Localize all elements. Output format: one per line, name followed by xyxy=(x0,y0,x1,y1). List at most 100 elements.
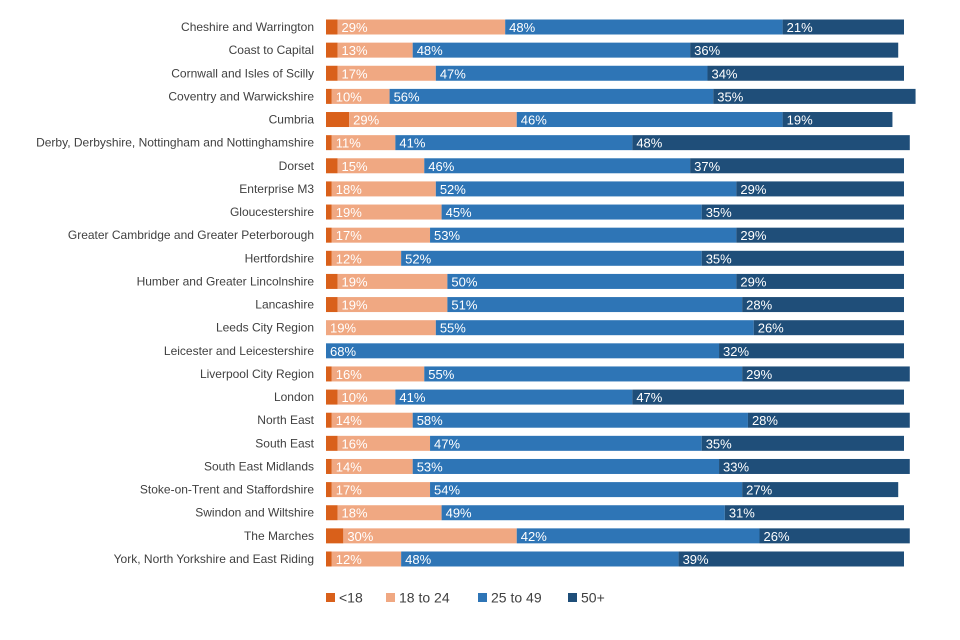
data-label-dorset-series-1: 15% xyxy=(342,159,368,174)
bar-segment-dorset-series-0 xyxy=(326,158,338,174)
legend-item-series-2: 25 to 49 xyxy=(478,590,542,606)
bar-segment-dorset-series-1 xyxy=(337,158,425,174)
legend-item-series-0: <18 xyxy=(326,590,363,606)
data-label-derby-derbyshire-nottingham-and-nottinghamshire-series-2: 41% xyxy=(399,136,425,151)
bar-segment-south-east-midlands-series-3 xyxy=(719,458,910,474)
legend-swatch-series-3 xyxy=(568,593,577,602)
data-label-the-marches-series-3: 26% xyxy=(764,529,790,544)
data-label-cumbria-series-2: 46% xyxy=(521,113,547,128)
bar-segment-leeds-city-region-series-1 xyxy=(326,320,436,336)
data-label-cheshire-and-warrington-series-1: 29% xyxy=(342,20,368,35)
bar-segment-south-east-series-2 xyxy=(430,435,702,451)
data-label-south-east-series-3: 35% xyxy=(706,436,732,451)
data-label-south-east-midlands-series-3: 33% xyxy=(723,459,749,474)
bar-segment-gloucestershire-series-0 xyxy=(326,204,332,220)
bar-segment-cumbria-series-2 xyxy=(516,112,783,128)
bar-segment-leicester-and-leicestershire-series-3 xyxy=(719,343,904,359)
data-label-south-east-series-1: 16% xyxy=(342,436,368,451)
bar-segment-coast-to-capital-series-2 xyxy=(412,42,691,58)
bar-segment-enterprise-m3-series-2 xyxy=(435,181,737,197)
bar-segment-hertfordshire-series-0 xyxy=(326,250,332,266)
data-label-leeds-city-region-series-3: 26% xyxy=(758,321,784,336)
category-label-enterprise-m3: Enterprise M3 xyxy=(239,182,314,196)
category-label-north-east: North East xyxy=(257,413,314,427)
bar-segment-south-east-series-1 xyxy=(337,435,431,451)
data-label-lancashire-series-2: 51% xyxy=(451,298,477,313)
data-label-leeds-city-region-series-2: 55% xyxy=(440,321,466,336)
category-label-swindon-and-wiltshire: Swindon and Wiltshire xyxy=(195,506,314,520)
data-label-hertfordshire-series-2: 52% xyxy=(405,251,431,266)
bar-segment-south-east-midlands-series-0 xyxy=(326,458,332,474)
bar-segment-cheshire-and-warrington-series-1 xyxy=(337,19,506,35)
category-label-derby-derbyshire-nottingham-and-nottinghamshire: Derby, Derbyshire, Nottingham and Nottin… xyxy=(36,136,314,150)
bar-segment-lancashire-series-3 xyxy=(742,297,904,313)
data-label-lancashire-series-1: 19% xyxy=(342,298,368,313)
bar-segment-stoke-on-trent-and-staffordshire-series-2 xyxy=(430,482,743,498)
data-label-stoke-on-trent-and-staffordshire-series-3: 27% xyxy=(746,483,772,498)
bar-segment-enterprise-m3-series-3 xyxy=(736,181,904,197)
legend-label-series-3: 50+ xyxy=(581,590,605,606)
data-label-gloucestershire-series-3: 35% xyxy=(706,205,732,220)
data-label-london-series-2: 41% xyxy=(399,390,425,405)
bar-segment-south-east-midlands-series-2 xyxy=(412,458,720,474)
bar-segment-swindon-and-wiltshire-series-2 xyxy=(441,505,725,521)
data-label-cornwall-and-isles-of-scilly-series-2: 47% xyxy=(440,66,466,81)
data-label-humber-and-greater-lincolnshire-series-1: 19% xyxy=(342,274,368,289)
data-label-gloucestershire-series-1: 19% xyxy=(336,205,362,220)
bar-segment-gloucestershire-series-2 xyxy=(441,204,702,220)
bar-segment-north-east-series-1 xyxy=(331,412,413,428)
data-label-enterprise-m3-series-2: 52% xyxy=(440,182,466,197)
bar-segment-york-north-yorkshire-and-east-riding-series-3 xyxy=(678,551,904,567)
data-label-leicester-and-leicestershire-series-2: 68% xyxy=(330,344,356,359)
category-label-cheshire-and-warrington: Cheshire and Warrington xyxy=(181,20,314,34)
bar-segment-coventry-and-warwickshire-series-2 xyxy=(389,88,714,104)
category-label-york-north-yorkshire-and-east-riding: York, North Yorkshire and East Riding xyxy=(114,552,314,566)
bar-segment-coventry-and-warwickshire-series-0 xyxy=(326,88,332,104)
bar-segment-york-north-yorkshire-and-east-riding-series-2 xyxy=(401,551,679,567)
data-label-greater-cambridge-and-greater-peterborough-series-3: 29% xyxy=(740,228,766,243)
legend-swatch-series-1 xyxy=(386,593,395,602)
bar-segment-coventry-and-warwickshire-series-3 xyxy=(713,88,916,104)
data-label-cumbria-series-1: 29% xyxy=(353,113,379,128)
data-label-south-east-midlands-series-2: 53% xyxy=(417,459,443,474)
category-label-the-marches: The Marches xyxy=(244,529,314,543)
data-label-humber-and-greater-lincolnshire-series-3: 29% xyxy=(740,274,766,289)
legend-label-series-2: 25 to 49 xyxy=(491,590,542,606)
bars-layer: 29% 48% 21% 13% 48% 36% 17% 47% 34% 10% 56% 35% 29% 4… xyxy=(326,19,916,567)
data-label-derby-derbyshire-nottingham-and-nottinghamshire-series-1: 11% xyxy=(336,136,361,151)
bar-segment-dorset-series-2 xyxy=(424,158,691,174)
bar-segment-derby-derbyshire-nottingham-and-nottinghamshire-series-1 xyxy=(331,135,396,151)
bar-segment-enterprise-m3-series-0 xyxy=(326,181,332,197)
bar-segment-the-marches-series-1 xyxy=(343,528,517,544)
bar-segment-hertfordshire-series-2 xyxy=(401,250,702,266)
data-label-coventry-and-warwickshire-series-2: 56% xyxy=(394,89,420,104)
bar-segment-cheshire-and-warrington-series-0 xyxy=(326,19,338,35)
data-label-greater-cambridge-and-greater-peterborough-series-2: 53% xyxy=(434,228,460,243)
data-label-york-north-yorkshire-and-east-riding-series-1: 12% xyxy=(336,552,362,567)
data-label-york-north-yorkshire-and-east-riding-series-3: 39% xyxy=(683,552,709,567)
data-label-enterprise-m3-series-1: 18% xyxy=(336,182,362,197)
bar-segment-cornwall-and-isles-of-scilly-series-3 xyxy=(707,65,904,81)
data-label-derby-derbyshire-nottingham-and-nottinghamshire-series-3: 48% xyxy=(636,136,662,151)
bar-segment-london-series-0 xyxy=(326,389,338,405)
category-label-south-east: South East xyxy=(255,436,314,450)
data-label-stoke-on-trent-and-staffordshire-series-2: 54% xyxy=(434,483,460,498)
bar-segment-greater-cambridge-and-greater-peterborough-series-3 xyxy=(736,227,904,243)
bar-segment-liverpool-city-region-series-3 xyxy=(742,366,910,382)
data-label-enterprise-m3-series-3: 29% xyxy=(740,182,766,197)
bar-segment-dorset-series-3 xyxy=(690,158,904,174)
data-label-hertfordshire-series-3: 35% xyxy=(706,251,732,266)
bar-segment-cumbria-series-3 xyxy=(782,112,893,128)
bar-segment-liverpool-city-region-series-2 xyxy=(424,366,743,382)
data-label-south-east-series-2: 47% xyxy=(434,436,460,451)
bar-segment-coast-to-capital-series-3 xyxy=(690,42,899,58)
bar-segment-hertfordshire-series-3 xyxy=(701,250,904,266)
bar-segment-london-series-2 xyxy=(395,389,633,405)
data-label-london-series-3: 47% xyxy=(636,390,662,405)
data-label-north-east-series-1: 14% xyxy=(336,413,362,428)
data-label-swindon-and-wiltshire-series-2: 49% xyxy=(446,506,472,521)
bar-segment-swindon-and-wiltshire-series-0 xyxy=(326,505,338,521)
bar-segment-hertfordshire-series-1 xyxy=(331,250,402,266)
bar-segment-stoke-on-trent-and-staffordshire-series-0 xyxy=(326,482,332,498)
data-label-north-east-series-2: 58% xyxy=(417,413,443,428)
